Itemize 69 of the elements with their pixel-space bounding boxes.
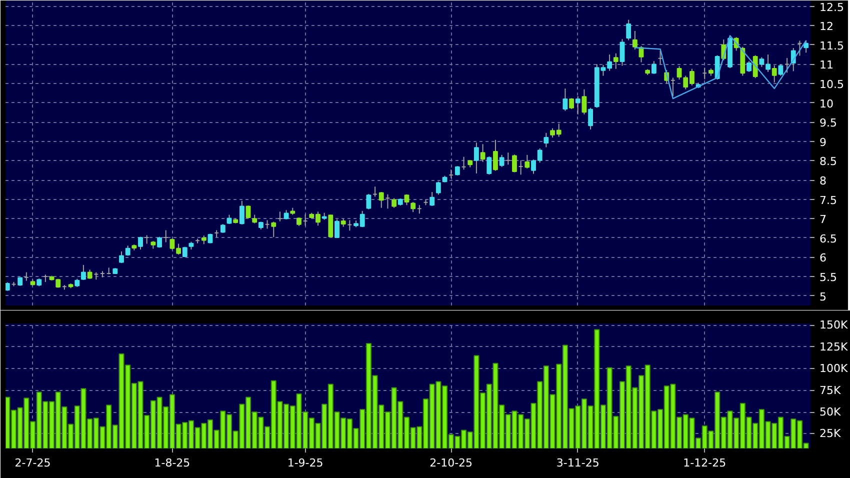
y-tick-label: 125K	[820, 340, 848, 354]
candlestick	[772, 64, 777, 83]
y-tick-label: 6.5	[820, 232, 837, 246]
y-tick-label: 11	[820, 58, 834, 72]
candlestick	[569, 98, 574, 110]
candlestick	[486, 156, 492, 176]
x-tick-label: 1-8-25	[154, 456, 190, 470]
y-tick-label: 10.5	[820, 78, 844, 92]
y-tick-label: 6	[820, 252, 826, 265]
y-tick-label: 5.5	[820, 271, 837, 284]
y-tick-label: 12.5	[820, 0, 844, 14]
candlestick	[366, 193, 372, 210]
candlestick	[804, 40, 809, 54]
candlestick	[582, 88, 587, 115]
y-tick-label: 150K	[820, 318, 848, 332]
candlestick	[378, 191, 384, 208]
candlestick	[328, 214, 334, 238]
candlestick	[436, 181, 441, 196]
candlestick	[454, 166, 460, 176]
candlestick	[714, 54, 720, 80]
candlestick	[588, 107, 594, 130]
candlestick	[334, 218, 340, 238]
candlestick	[537, 148, 542, 164]
candlestick	[778, 64, 784, 76]
candlestick	[620, 38, 625, 66]
candlestick	[246, 205, 251, 219]
y-tick-label: 5	[820, 290, 826, 304]
y-tick-label: 11.5	[820, 39, 844, 52]
y-tick-label: 75K	[820, 384, 842, 397]
candlestick	[651, 60, 656, 74]
x-tick-label: 3-11-25	[556, 456, 600, 470]
candlestick	[752, 54, 758, 79]
candlestick	[544, 132, 549, 148]
candlestick	[208, 233, 213, 244]
y-tick-label: 7	[820, 213, 826, 226]
candlestick	[480, 144, 486, 162]
candlestick	[613, 52, 618, 70]
y-tick-label: 9.5	[820, 116, 837, 130]
y-tick-label: 25K	[820, 427, 842, 440]
candlestick	[410, 202, 416, 213]
candlestick	[392, 198, 397, 208]
candlestick	[138, 236, 143, 250]
candlestick	[632, 30, 638, 50]
candlestick	[676, 66, 682, 80]
candlestick	[575, 96, 580, 115]
y-tick-label: 8	[820, 174, 826, 188]
y-tick-label: 12	[820, 20, 834, 34]
candlestick	[512, 154, 517, 173]
y-tick-label: 7.5	[820, 194, 837, 207]
candlestick	[493, 139, 498, 172]
candlestick	[239, 200, 244, 225]
candlestick	[562, 88, 568, 112]
candlestick	[81, 264, 86, 281]
x-tick-label: 2-7-25	[14, 456, 51, 470]
y-tick-label: 50K	[820, 406, 842, 419]
x-tick-label: 1-9-25	[287, 456, 324, 470]
candlestick	[430, 191, 435, 206]
y-tick-label: 9	[820, 136, 826, 149]
y-tick-label: 10	[820, 97, 834, 110]
y-tick-label: 100K	[820, 362, 848, 376]
candlestick	[531, 159, 536, 174]
candlestick	[474, 142, 479, 174]
candlestick	[271, 221, 276, 238]
candlestick	[626, 19, 632, 41]
x-tick-label: 1-12-25	[683, 456, 726, 470]
x-tick-label: 2-10-25	[430, 456, 473, 470]
y-tick-label: 8.5	[820, 155, 837, 168]
candlestick	[746, 60, 752, 72]
candlestick	[284, 210, 289, 220]
